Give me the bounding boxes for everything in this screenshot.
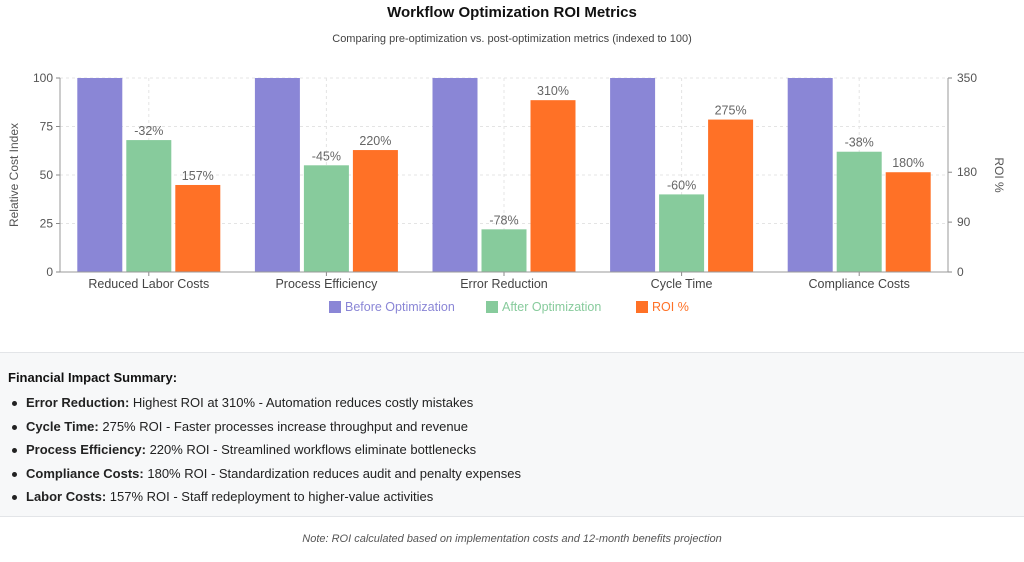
summary-item: Labor Costs: 157% ROI - Staff redeployme… [0,489,521,513]
summary-item: Cycle Time: 275% ROI - Faster processes … [0,419,521,443]
summary-item-text: 275% ROI - Faster processes increase thr… [98,418,469,434]
summary-item: Process Efficiency: 220% ROI - Streamlin… [0,442,521,466]
x-tick-label: Compliance Costs [808,277,909,291]
y2-tick-label: 0 [957,265,964,279]
bar-after-optimization [659,194,705,272]
data-label: 180% [892,156,924,170]
legend-swatch [329,301,341,313]
y-tick-label: 100 [33,71,53,85]
data-label: 220% [359,134,391,148]
x-tick-label: Reduced Labor Costs [88,277,209,291]
bullet-icon [12,495,17,500]
summary-item-text: 220% ROI - Streamlined workflows elimina… [145,442,477,457]
legend-swatch [486,301,498,313]
data-label: -45% [312,149,341,163]
footnote: Note: ROI calculated based on implementa… [302,533,722,545]
y2-tick-label: 350 [957,71,977,85]
bar-roi [352,150,398,272]
legend-entry: Before Optimization [345,300,455,314]
legend-entry: After Optimization [502,300,601,314]
financial-impact-summary: Financial Impact Summary: Error Reductio… [0,352,1024,517]
y2-tick-label: 180 [957,165,977,179]
bullet-icon [12,471,17,477]
bar-after-optimization [836,151,882,272]
y-tick-label: 0 [46,265,53,279]
y-axis-title: Relative Cost Index [7,123,21,227]
summary-item-text: 157% ROI - Staff redeployment to higher-… [106,489,434,504]
bullet-icon [12,448,17,453]
chart-title: Workflow Optimization ROI Metrics [387,4,637,21]
bar-roi [175,184,221,272]
data-label: -78% [489,213,518,227]
y2-axis-title: ROI % [992,157,1006,193]
bar-before-optimization [254,78,300,272]
data-label: -38% [845,136,874,150]
summary-item-text: Highest ROI at 310% - Automation reduces… [129,395,474,410]
bar-before-optimization [432,78,478,272]
y2-tick-label: 90 [957,215,971,229]
bar-roi [530,100,576,273]
bar-before-optimization [77,78,123,272]
summary-item-title: Cycle Time: [26,418,99,434]
summary-item-title: Compliance Costs: [26,465,144,481]
chart-subtitle: Comparing pre-optimization vs. post-opti… [332,33,692,45]
summary-item-title: Process Efficiency: [26,442,146,457]
bar-roi [708,119,754,272]
y-tick-label: 25 [40,217,54,231]
bar-before-optimization [610,78,656,272]
y-tick-label: 50 [40,168,54,182]
x-tick-label: Process Efficiency [275,277,378,291]
bar-after-optimization [481,229,527,272]
bar-before-optimization [787,78,833,272]
bullet-icon [12,401,17,406]
summary-item-title: Error Reduction: [26,395,130,410]
summary-list: Error Reduction: Highest ROI at 310% - A… [0,395,521,513]
legend-entry: ROI % [652,300,689,314]
x-tick-label: Cycle Time [651,277,713,291]
summary-heading: Financial Impact Summary: [8,370,178,385]
bar-roi [885,172,931,272]
data-label: -60% [667,178,696,192]
summary-item-title: Labor Costs: [26,489,107,504]
bullet-icon [12,424,17,430]
roi-bar-chart: 0 25 50 75 100 0 90 180 350 -32% 157% Reduced Labor… [7,71,1006,314]
bar-after-optimization [303,165,349,272]
summary-item-text: 180% ROI - Standardization reduces audit… [143,465,521,481]
legend-swatch [636,301,648,313]
data-label: 310% [537,84,569,98]
data-label: 157% [182,169,214,183]
bar-after-optimization [126,140,172,272]
data-label: 275% [715,104,747,118]
data-label: -32% [134,124,163,138]
summary-item: Compliance Costs: 180% ROI - Standardiza… [0,466,521,490]
x-tick-label: Error Reduction [460,277,548,291]
summary-item: Error Reduction: Highest ROI at 310% - A… [0,395,521,419]
y-tick-label: 75 [40,120,54,134]
